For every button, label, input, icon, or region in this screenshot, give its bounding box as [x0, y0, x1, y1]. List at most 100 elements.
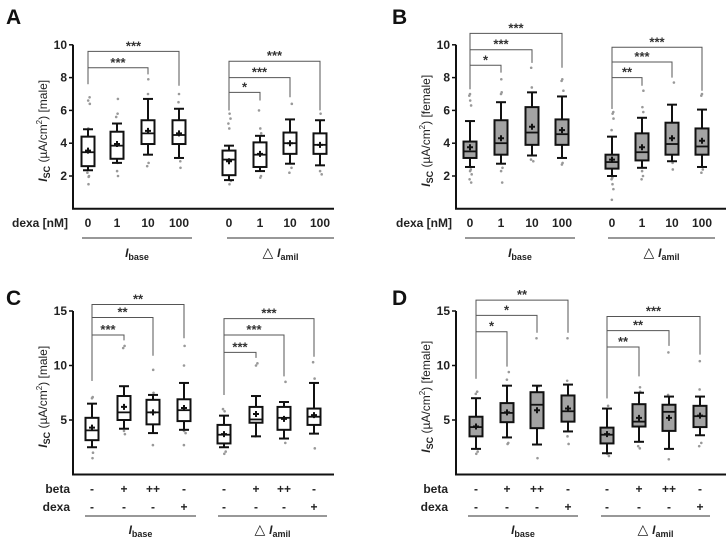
category-label: 100 [169, 216, 189, 230]
outlier-point [529, 158, 533, 161]
significance-label: *** [267, 48, 283, 63]
outlier-point [470, 173, 474, 176]
outlier-point [319, 112, 322, 115]
box-plot [529, 336, 545, 460]
outlier-point [562, 89, 565, 93]
box-plot [692, 359, 708, 448]
outlier-point [697, 444, 701, 448]
ylabel-tail: ) [male] [36, 80, 50, 120]
mean-marker [150, 409, 156, 416]
outlier-point [469, 104, 473, 107]
category-label: 1 [498, 216, 505, 230]
category-label: - [182, 482, 186, 496]
group-amil: --+-++--+*********△ Iamil [216, 306, 327, 539]
outlier-point [468, 177, 471, 181]
mean-marker [609, 156, 615, 163]
outlier-point [91, 451, 95, 455]
outlier-point [228, 112, 231, 115]
box-plot [80, 95, 96, 186]
outlier-point [256, 362, 259, 365]
y-axis-label: ISC (µA/cm2) [male] [35, 346, 52, 448]
outlier-point [320, 173, 324, 176]
outlier-point [529, 66, 533, 70]
group-label-sub: amil [272, 529, 290, 539]
box-plot [306, 360, 322, 450]
category-label: - [222, 500, 226, 514]
group-label-main: I [652, 523, 656, 537]
ylabel-unit: (µA/cm [419, 129, 433, 171]
delta-symbol: △ [643, 244, 658, 260]
significance-label: ** [117, 305, 128, 320]
outlier-point [116, 112, 119, 115]
group-label-sub: amil [280, 252, 298, 262]
y-axis-label: ISC (µA/cm2) [female] [418, 75, 435, 187]
significance-label: *** [646, 303, 662, 318]
category-label: - [90, 500, 94, 514]
outlier-point [667, 351, 670, 354]
outlier-point [86, 171, 89, 175]
category-label: - [254, 500, 258, 514]
mean-marker [534, 407, 540, 414]
ylabel-unit: (µA/cm [36, 124, 50, 166]
category-label: 0 [226, 216, 233, 230]
outlier-point [228, 182, 231, 186]
group-label-sub: base [514, 529, 535, 539]
significance-label: *** [649, 34, 665, 49]
significance-bracket [91, 334, 125, 381]
group-base: --+-++--+****Ibase [468, 287, 578, 539]
significance-bracket [228, 91, 261, 111]
mean-marker [181, 405, 187, 412]
significance-bracket [469, 32, 563, 90]
category-label: - [122, 500, 126, 514]
outlier-point [475, 452, 478, 456]
category-label: - [605, 500, 609, 514]
outlier-point [288, 171, 291, 175]
category-label: + [635, 482, 642, 496]
group-label-sub: amil [661, 252, 679, 262]
y-tick-label: 8 [443, 71, 450, 85]
category-label: - [605, 482, 609, 496]
outlier-point [474, 392, 478, 396]
outlier-point [184, 431, 187, 435]
significance-bracket [87, 50, 180, 86]
mean-marker [636, 414, 642, 421]
outlier-point [114, 115, 118, 119]
outlier-point [223, 452, 226, 456]
category-label: + [310, 500, 317, 514]
outlier-point [500, 181, 504, 184]
category-label: ++ [530, 482, 544, 496]
row-label: beta [45, 482, 70, 496]
outlier-point [182, 443, 186, 447]
outlier-point [667, 457, 671, 461]
box-plot [694, 92, 710, 175]
outlier-point [501, 166, 504, 170]
delta-symbol: △ [637, 521, 652, 537]
category-label: 10 [283, 216, 297, 230]
outlier-point [610, 128, 613, 132]
outlier-point [177, 100, 180, 104]
outlier-point [641, 174, 645, 178]
outlier-point [259, 127, 262, 130]
box-plot [631, 386, 647, 450]
outlier-point [91, 395, 94, 399]
box-plot [499, 370, 515, 446]
y-tick-label: 5 [60, 413, 67, 427]
ylabel-unit: (µA/cm [419, 395, 433, 437]
ylabel-main: I [36, 178, 50, 182]
box-plot [176, 344, 192, 447]
category-label: 0 [609, 216, 616, 230]
box-plot [171, 92, 187, 170]
mean-marker [473, 423, 479, 430]
significance-label: *** [493, 37, 509, 52]
outlier-point [607, 454, 611, 458]
significance-label: ** [622, 65, 633, 80]
outlier-point [469, 168, 473, 171]
outlier-point [146, 92, 150, 96]
category-label: - [474, 482, 478, 496]
significance-label: *** [110, 55, 126, 70]
outlier-point [313, 447, 317, 450]
outlier-point [87, 174, 91, 178]
category-label: - [151, 500, 155, 514]
significance-label: *** [126, 38, 142, 53]
box-plot [599, 404, 615, 458]
